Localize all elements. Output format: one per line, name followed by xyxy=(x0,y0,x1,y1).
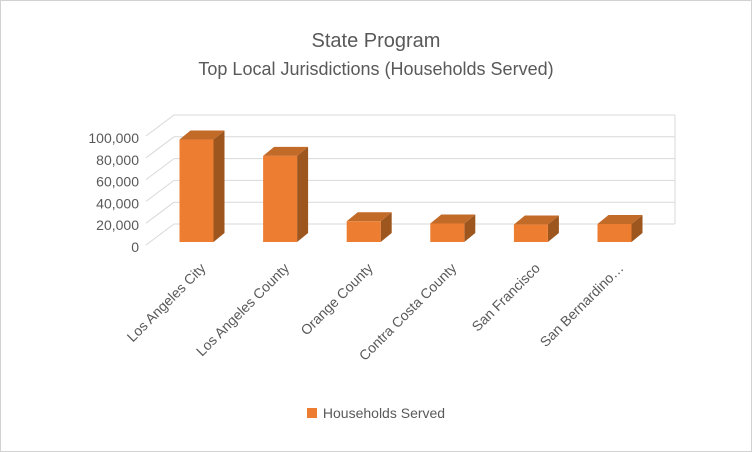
bar-front-face xyxy=(430,223,465,242)
bar-side-face xyxy=(297,146,309,242)
chart-title: State Program xyxy=(311,30,441,52)
x-axis-category-label: Los Angeles City xyxy=(124,260,209,345)
bar-top-face xyxy=(430,214,476,224)
bar-contra-costa-county xyxy=(430,214,476,242)
bar-front-face xyxy=(597,224,632,242)
bar-side-face xyxy=(631,215,643,242)
chart-subtitle: Top Local Jurisdictions (Households Serv… xyxy=(198,59,554,79)
gridline-slant xyxy=(145,223,175,246)
y-axis-tick-label: 100,000 xyxy=(88,130,139,146)
bar-side-face xyxy=(464,214,476,242)
bar-top-face xyxy=(179,130,225,140)
x-axis-category-label: San Francisco xyxy=(468,260,543,335)
bar-front-face xyxy=(346,221,381,242)
bar-top-face xyxy=(513,215,559,225)
gridline-slant xyxy=(145,114,175,137)
x-axis-category-label: Orange County xyxy=(297,260,375,338)
y-axis-tick-label: 20,000 xyxy=(96,217,139,233)
bar-san-bernardino xyxy=(597,215,643,242)
bar-side-face xyxy=(547,215,559,242)
y-axis-tick-label: 60,000 xyxy=(96,174,139,190)
bar-side-face xyxy=(380,212,392,242)
legend-label: Households Served xyxy=(322,405,446,421)
y-axis-tick-label: 80,000 xyxy=(96,152,139,168)
bar-side-face xyxy=(213,130,225,242)
gridline-slant xyxy=(145,158,175,181)
y-axis-tick-label: 0 xyxy=(131,239,139,255)
x-axis-category-label: Los Angeles County xyxy=(193,260,292,359)
bar-los-angeles-city xyxy=(179,130,225,242)
legend-marker-icon xyxy=(306,408,317,418)
bar-front-face xyxy=(179,139,214,242)
bar-front-face xyxy=(263,155,298,242)
bar-top-face xyxy=(346,212,392,222)
bar-top-face xyxy=(263,146,309,156)
bar-los-angeles-county xyxy=(263,146,309,242)
legend: Households Served xyxy=(1,405,751,421)
bar-orange-county xyxy=(346,212,392,242)
gridline-slant xyxy=(145,136,175,159)
bar-san-francisco xyxy=(513,215,559,242)
bar-top-face xyxy=(597,215,643,225)
x-axis-category-label: San Bernardino… xyxy=(537,260,627,350)
bar-front-face xyxy=(513,224,548,242)
gridline-slant xyxy=(145,179,175,202)
y-axis-tick-label: 40,000 xyxy=(96,195,139,211)
gridline-slant xyxy=(145,201,175,224)
